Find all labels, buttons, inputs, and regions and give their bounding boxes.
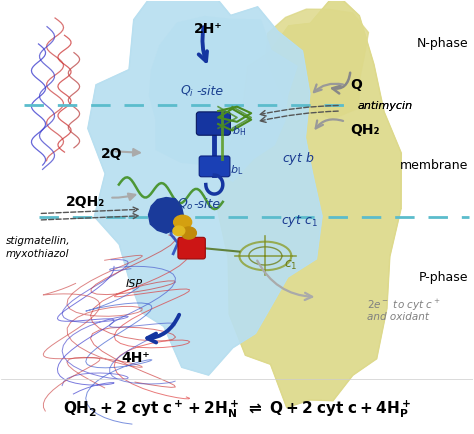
Text: -site: -site [197,85,224,98]
Text: 4H⁺: 4H⁺ [121,351,150,365]
Text: -site: -site [193,198,220,211]
Text: QH₂: QH₂ [350,124,380,138]
Text: P-phase: P-phase [419,271,469,284]
FancyBboxPatch shape [178,237,205,259]
Text: $b_\mathrm{L}$: $b_\mathrm{L}$ [230,163,243,177]
Ellipse shape [173,215,191,229]
Text: N-phase: N-phase [417,37,469,50]
Ellipse shape [173,226,185,236]
Text: $cyt\ b$: $cyt\ b$ [282,150,314,167]
Text: $cyt\ c_1$: $cyt\ c_1$ [281,214,318,229]
Text: Q: Q [350,78,362,92]
Text: 2Q: 2Q [101,147,123,161]
Polygon shape [88,0,322,375]
Text: $b_\mathrm{H}$: $b_\mathrm{H}$ [232,125,246,138]
Text: membrane: membrane [400,158,469,171]
Text: $\mathbf{QH_2 + 2\ cyt\ c^+ + 2H_N^+\ \rightleftharpoons\ Q + 2\ cyt\ c + 4H_P^+: $\mathbf{QH_2 + 2\ cyt\ c^+ + 2H_N^+\ \r… [63,398,411,421]
Text: 2H⁺: 2H⁺ [194,22,223,36]
Text: stigmatellin,: stigmatellin, [5,236,70,246]
Text: $Q_o$: $Q_o$ [176,197,193,212]
Text: antimycin: antimycin [357,101,413,111]
Text: 2QH₂: 2QH₂ [66,195,105,209]
Text: $c_1$: $c_1$ [284,259,298,272]
Text: ISP: ISP [126,279,143,289]
FancyBboxPatch shape [196,112,230,135]
Ellipse shape [181,227,196,239]
FancyBboxPatch shape [199,156,230,177]
Text: $Q_i$: $Q_i$ [180,84,194,99]
Polygon shape [150,16,297,181]
Polygon shape [217,0,401,408]
Text: antimycin: antimycin [357,101,413,111]
Polygon shape [148,197,183,233]
Text: and oxidant: and oxidant [367,312,429,322]
Text: myxothiazol: myxothiazol [5,249,69,259]
Polygon shape [266,9,368,119]
Text: $2e^-$ to $cyt\ c^+$: $2e^-$ to $cyt\ c^+$ [367,298,441,313]
